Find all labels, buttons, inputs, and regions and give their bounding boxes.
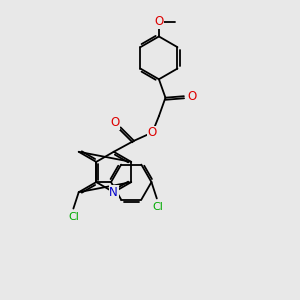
Text: O: O xyxy=(148,126,157,139)
Text: Cl: Cl xyxy=(153,202,164,212)
Text: O: O xyxy=(110,116,119,130)
Text: O: O xyxy=(154,15,164,28)
Text: Cl: Cl xyxy=(68,212,79,222)
Text: O: O xyxy=(188,90,197,103)
Text: N: N xyxy=(110,186,118,199)
